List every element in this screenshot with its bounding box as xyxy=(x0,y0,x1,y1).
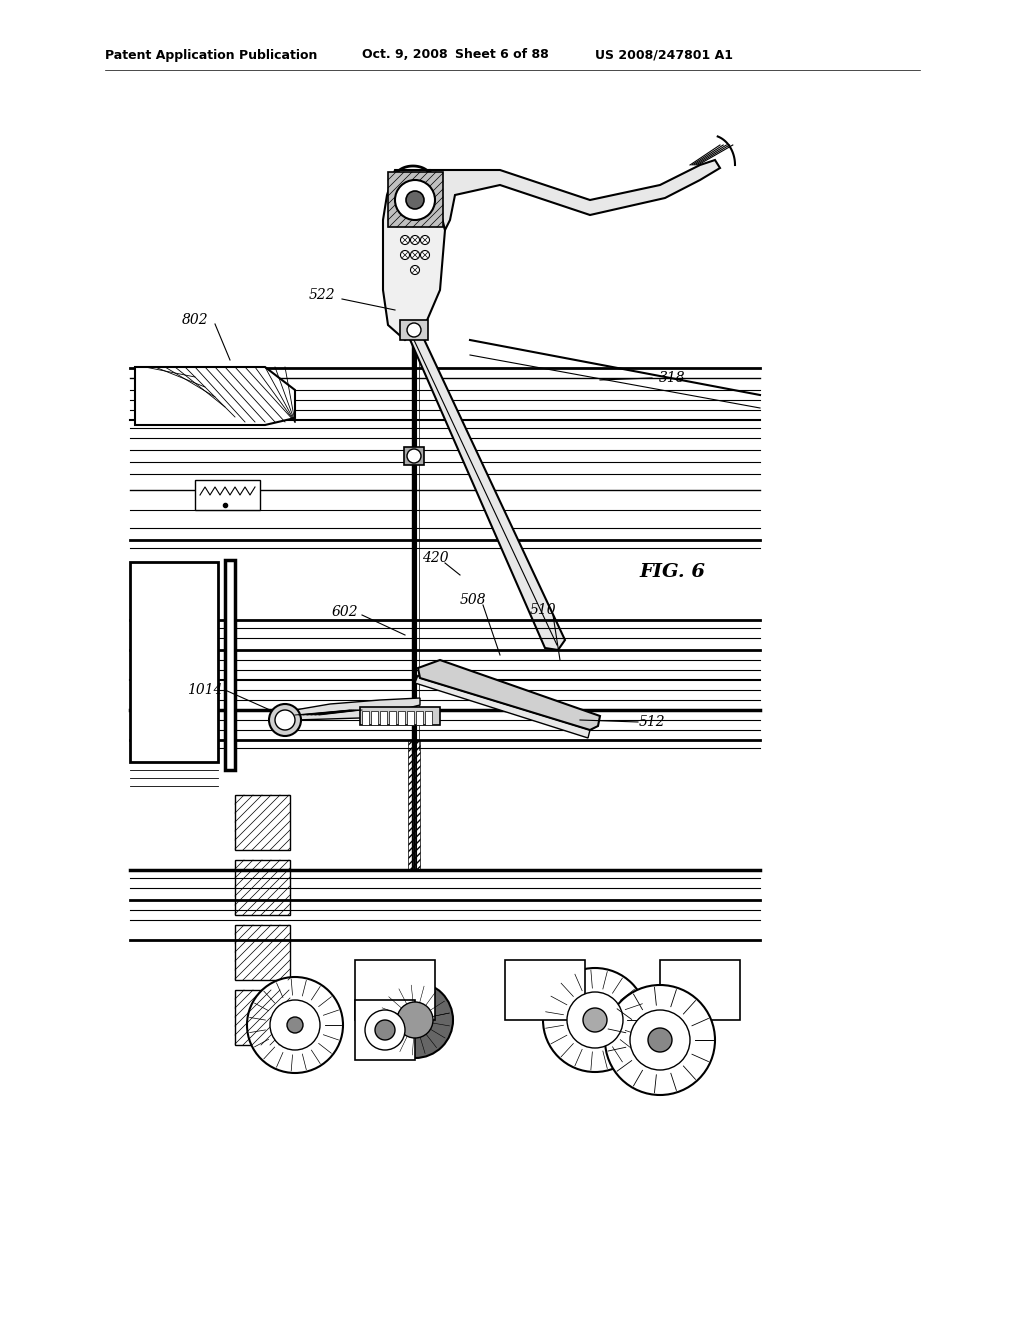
Text: 802: 802 xyxy=(181,313,208,327)
Polygon shape xyxy=(418,660,600,730)
Circle shape xyxy=(630,1010,690,1071)
Bar xyxy=(234,925,290,979)
Circle shape xyxy=(421,235,429,244)
Circle shape xyxy=(270,1001,319,1049)
Bar xyxy=(416,711,423,725)
Polygon shape xyxy=(383,170,445,341)
Text: Patent Application Publication: Patent Application Publication xyxy=(105,49,317,62)
Circle shape xyxy=(411,265,420,275)
Circle shape xyxy=(375,1020,395,1040)
Circle shape xyxy=(397,1002,433,1038)
Circle shape xyxy=(365,1010,406,1049)
Bar xyxy=(355,960,435,1020)
Circle shape xyxy=(269,704,301,737)
Circle shape xyxy=(407,323,421,337)
Circle shape xyxy=(567,993,623,1048)
Bar xyxy=(407,711,414,725)
Text: 522: 522 xyxy=(308,288,335,302)
Circle shape xyxy=(407,449,421,463)
Circle shape xyxy=(287,1016,303,1034)
Bar xyxy=(360,708,440,725)
Bar xyxy=(660,960,740,1020)
Circle shape xyxy=(406,191,424,209)
Circle shape xyxy=(411,235,420,244)
Text: 512: 512 xyxy=(639,715,666,729)
Text: Sheet 6 of 88: Sheet 6 of 88 xyxy=(455,49,549,62)
Bar xyxy=(380,711,387,725)
Bar xyxy=(408,741,420,870)
Circle shape xyxy=(400,235,410,244)
Bar xyxy=(400,319,428,341)
Circle shape xyxy=(543,968,647,1072)
Circle shape xyxy=(395,180,435,220)
Polygon shape xyxy=(430,160,720,230)
Bar xyxy=(234,795,290,850)
Bar xyxy=(371,711,378,725)
Bar xyxy=(234,861,290,915)
Bar xyxy=(195,480,260,510)
Polygon shape xyxy=(295,698,420,719)
Bar xyxy=(404,447,424,465)
Bar xyxy=(425,711,432,725)
Circle shape xyxy=(421,251,429,260)
Circle shape xyxy=(583,1008,607,1032)
Text: 1014: 1014 xyxy=(187,682,223,697)
Circle shape xyxy=(247,977,343,1073)
Bar xyxy=(355,1001,415,1060)
Bar xyxy=(225,560,234,770)
Bar xyxy=(234,990,290,1045)
Circle shape xyxy=(648,1028,672,1052)
Bar xyxy=(388,172,443,227)
Text: 508: 508 xyxy=(460,593,486,607)
Text: Oct. 9, 2008: Oct. 9, 2008 xyxy=(362,49,447,62)
Bar xyxy=(505,960,585,1020)
Circle shape xyxy=(400,251,410,260)
Bar xyxy=(398,711,406,725)
Bar xyxy=(130,562,218,762)
Text: FIG. 6: FIG. 6 xyxy=(639,564,705,581)
Text: 602: 602 xyxy=(332,605,358,619)
Text: 510: 510 xyxy=(529,603,556,616)
Circle shape xyxy=(275,710,295,730)
Circle shape xyxy=(411,251,420,260)
Polygon shape xyxy=(135,367,295,425)
Text: 420: 420 xyxy=(422,550,449,565)
Circle shape xyxy=(605,985,715,1096)
Bar xyxy=(362,711,369,725)
Circle shape xyxy=(377,982,453,1059)
Bar xyxy=(389,711,396,725)
Polygon shape xyxy=(415,675,590,738)
Polygon shape xyxy=(408,335,565,649)
Text: US 2008/247801 A1: US 2008/247801 A1 xyxy=(595,49,733,62)
Text: 318: 318 xyxy=(658,371,685,385)
